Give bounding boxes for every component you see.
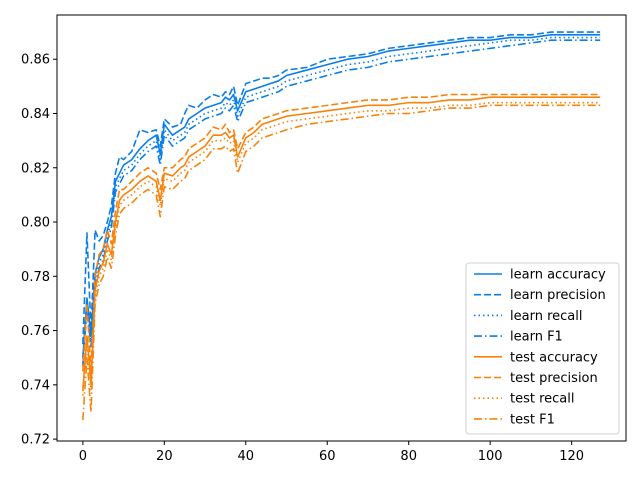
legend-label: test precision xyxy=(510,371,598,386)
x-tick-label: 20 xyxy=(156,449,173,464)
y-tick-label: 0.72 xyxy=(21,433,50,448)
plot-frame xyxy=(56,14,627,442)
y-tick-label: 0.74 xyxy=(21,378,50,393)
x-tick-label: 80 xyxy=(400,449,417,464)
y-axis: 0.72 0.74 0.76 0.78 0.80 0.82 0.84 0.86 xyxy=(21,53,57,448)
legend-label: test accuracy xyxy=(510,350,598,365)
y-tick-label: 0.86 xyxy=(21,53,50,68)
series-line-test-accuracy xyxy=(82,96,601,391)
legend-label: learn recall xyxy=(510,309,582,324)
legend-label: test F1 xyxy=(510,412,555,427)
x-tick-label: 40 xyxy=(238,449,255,464)
legend: learn accuracy learn precision learn recal… xyxy=(465,262,620,435)
y-tick-label: 0.76 xyxy=(21,324,50,339)
legend-label: learn accuracy xyxy=(510,268,606,283)
x-tick-label: 0 xyxy=(79,449,87,464)
series-line-test-precision xyxy=(82,93,601,373)
legend-box xyxy=(465,262,620,435)
y-tick-label: 0.78 xyxy=(21,270,50,285)
x-tick-label: 120 xyxy=(559,449,584,464)
series-layer xyxy=(82,31,601,421)
y-tick-label: 0.84 xyxy=(21,107,50,122)
legend-label: learn precision xyxy=(510,288,606,303)
y-tick-label: 0.82 xyxy=(21,161,50,176)
series-line-learn-accuracy xyxy=(82,34,601,358)
x-tick-label: 60 xyxy=(319,449,336,464)
legend-label: learn F1 xyxy=(510,330,563,345)
series-line-test-recall xyxy=(82,101,601,396)
legend-label: test recall xyxy=(510,392,575,407)
series-line-learn-f1 xyxy=(82,39,601,366)
x-axis: 0 20 40 60 80 100 120 xyxy=(79,441,584,464)
y-tick-label: 0.80 xyxy=(21,216,50,231)
series-line-learn-precision xyxy=(82,31,601,345)
x-tick-label: 100 xyxy=(478,449,503,464)
